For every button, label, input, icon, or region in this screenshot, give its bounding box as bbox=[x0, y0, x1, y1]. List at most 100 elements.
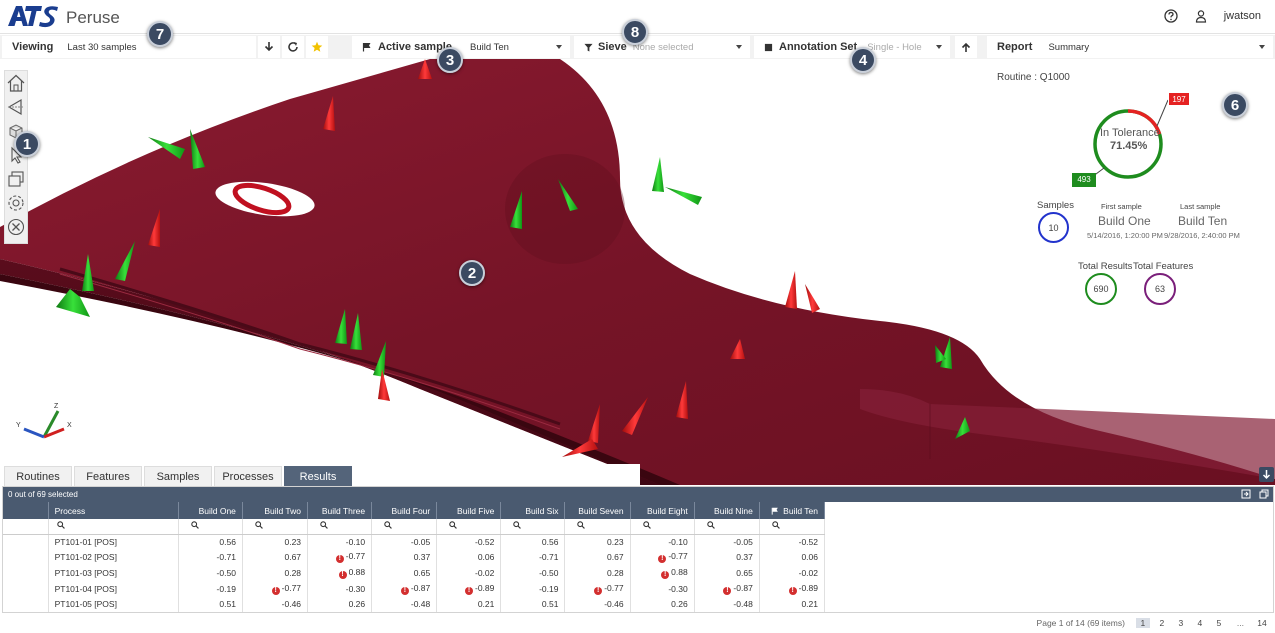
table-row[interactable]: PT101-02 [POS] -0.71 0.67! -0.77 0.37 0.06 -0.… bbox=[3, 549, 826, 566]
table-row[interactable]: PT101-05 [POS] 0.51 -0.46 0.26 -0.48 0.21 0.51… bbox=[3, 596, 826, 612]
page-button-5[interactable]: 5 bbox=[1216, 617, 1222, 628]
viewing-value: Last 30 samples bbox=[67, 41, 137, 53]
column-header-build-seven[interactable]: Build Seven bbox=[564, 502, 631, 519]
column-header-build-nine[interactable]: Build Nine bbox=[694, 502, 760, 519]
value-cell: 0.21 bbox=[436, 596, 502, 612]
page-button-last[interactable]: 14 bbox=[1257, 617, 1267, 628]
tab-processes[interactable]: Processes bbox=[214, 466, 282, 486]
filter-column-6[interactable] bbox=[500, 519, 566, 535]
sieve-selector[interactable]: Sieve None selected bbox=[574, 36, 750, 58]
filter-column-1[interactable] bbox=[178, 519, 243, 535]
filter-process[interactable] bbox=[48, 519, 179, 535]
value-text: -0.71 bbox=[216, 552, 236, 563]
value-cell: -0.46 bbox=[564, 596, 631, 612]
search-icon bbox=[449, 521, 458, 530]
column-header-build-one[interactable]: Build One bbox=[178, 502, 243, 519]
flag-icon bbox=[771, 507, 778, 515]
value-text: 0.21 bbox=[801, 599, 818, 610]
table-row[interactable]: PT101-04 [POS] -0.19! -0.77 -0.30! -0.87! -0.… bbox=[3, 580, 826, 597]
export-icon[interactable] bbox=[1241, 489, 1251, 499]
green-markers[interactable] bbox=[56, 129, 970, 439]
active-sample-selector[interactable]: Active sample Build Ten bbox=[352, 36, 570, 58]
process-cell: PT101-02 [POS] bbox=[48, 549, 179, 566]
search-icon bbox=[255, 521, 263, 530]
row-select-cell[interactable] bbox=[3, 596, 49, 612]
refresh-button[interactable] bbox=[282, 36, 304, 58]
user-icon[interactable] bbox=[1194, 9, 1208, 23]
annotation-set-placeholder: Single - Hole bbox=[867, 41, 922, 53]
column-header-process[interactable]: Process bbox=[48, 502, 179, 519]
filter-column-3[interactable] bbox=[307, 519, 373, 535]
row-select-cell[interactable] bbox=[3, 580, 49, 597]
column-header-build-five[interactable]: Build Five bbox=[436, 502, 502, 519]
value-text: -0.05 bbox=[733, 537, 753, 548]
copy-icon[interactable] bbox=[1259, 489, 1269, 499]
tab-features[interactable]: Features bbox=[74, 466, 142, 486]
report-selector[interactable]: Report Summary bbox=[987, 36, 1273, 58]
value-cell: -0.52 bbox=[436, 534, 502, 550]
value-text: 0.06 bbox=[477, 552, 495, 563]
favorite-button[interactable] bbox=[306, 36, 328, 58]
filter-column-8[interactable] bbox=[630, 519, 695, 535]
view-icon[interactable] bbox=[6, 97, 26, 117]
tab-routines[interactable]: Routines bbox=[4, 466, 72, 486]
row-select-cell[interactable] bbox=[3, 549, 49, 566]
home-icon[interactable] bbox=[6, 73, 26, 93]
collapse-panel-button[interactable] bbox=[1259, 467, 1274, 482]
value-cell: -0.05 bbox=[371, 534, 438, 550]
help-icon[interactable] bbox=[1164, 9, 1178, 23]
value-text: -0.89 bbox=[474, 582, 495, 593]
settings-icon[interactable] bbox=[6, 193, 26, 213]
filter-column-7[interactable] bbox=[564, 519, 631, 535]
filter-column-2[interactable] bbox=[242, 519, 309, 535]
value-text: 0.88 bbox=[348, 566, 366, 577]
page-button-3[interactable]: 3 bbox=[1178, 617, 1184, 628]
filter-column-9[interactable] bbox=[694, 519, 760, 535]
layers-icon[interactable] bbox=[6, 169, 26, 189]
column-header-build-ten[interactable]: Build Ten bbox=[759, 502, 826, 519]
viewing-selector[interactable]: Viewing Last 30 samples bbox=[2, 36, 256, 58]
column-header-build-eight[interactable]: Build Eight bbox=[630, 502, 695, 519]
page-button-2[interactable]: 2 bbox=[1159, 617, 1165, 628]
upload-button[interactable] bbox=[955, 36, 977, 58]
value-text: 0.56 bbox=[541, 537, 559, 548]
tab-results[interactable]: Results bbox=[284, 466, 352, 486]
column-header-build-two[interactable]: Build Two bbox=[242, 502, 309, 519]
part-model[interactable] bbox=[0, 59, 1275, 485]
filter-column-5[interactable] bbox=[436, 519, 502, 535]
tab-samples[interactable]: Samples bbox=[144, 466, 212, 486]
pager-ellipsis: ... bbox=[1236, 617, 1244, 628]
user-name[interactable]: jwatson bbox=[1223, 10, 1261, 22]
ats-logo bbox=[6, 4, 60, 28]
red-markers[interactable] bbox=[148, 59, 820, 457]
value-text: -0.77 bbox=[345, 551, 366, 562]
results-table: Process Build One Build Two Build Three … bbox=[3, 502, 826, 612]
table-row[interactable]: PT101-03 [POS] -0.50 0.28! 0.88 0.65 -0.02 -0.… bbox=[3, 565, 826, 581]
row-select-cell[interactable] bbox=[3, 565, 49, 581]
value-text: 0.56 bbox=[219, 537, 236, 548]
close-icon[interactable] bbox=[6, 217, 26, 237]
column-header-build-three[interactable]: Build Three bbox=[307, 502, 373, 519]
download-button[interactable] bbox=[258, 36, 280, 58]
row-select-cell[interactable] bbox=[3, 534, 49, 550]
page-button-4[interactable]: 4 bbox=[1197, 617, 1203, 628]
column-header-build-four[interactable]: Build Four bbox=[371, 502, 438, 519]
annotation-set-selector[interactable]: Annotation Set Single - Hole bbox=[754, 36, 950, 58]
arrow-up-icon bbox=[961, 42, 971, 52]
sieve-placeholder: None selected bbox=[632, 41, 694, 53]
filter-column-4[interactable] bbox=[371, 519, 438, 535]
pointer-icon[interactable] bbox=[6, 145, 26, 165]
grid-status-bar: 0 out of 69 selected bbox=[3, 487, 1273, 502]
warning-icon: ! bbox=[400, 586, 409, 595]
value-text: -0.46 bbox=[281, 599, 302, 610]
total-features-label: Total Features bbox=[1133, 261, 1194, 272]
value-cell: ! -0.89 bbox=[759, 580, 826, 597]
chevron-down-icon bbox=[936, 45, 942, 49]
table-row[interactable]: PT101-01 [POS] 0.56 0.23 -0.10 -0.05 -0.52 0.5… bbox=[3, 534, 826, 550]
column-header-build-six[interactable]: Build Six bbox=[500, 502, 566, 519]
process-cell: PT101-03 [POS] bbox=[48, 565, 179, 581]
search-icon bbox=[384, 521, 392, 530]
filter-column-10[interactable] bbox=[759, 519, 826, 535]
page-button-1[interactable]: 1 bbox=[1135, 617, 1150, 628]
first-sample-date: 5/14/2016, 1:20:00 PM bbox=[1087, 231, 1163, 240]
